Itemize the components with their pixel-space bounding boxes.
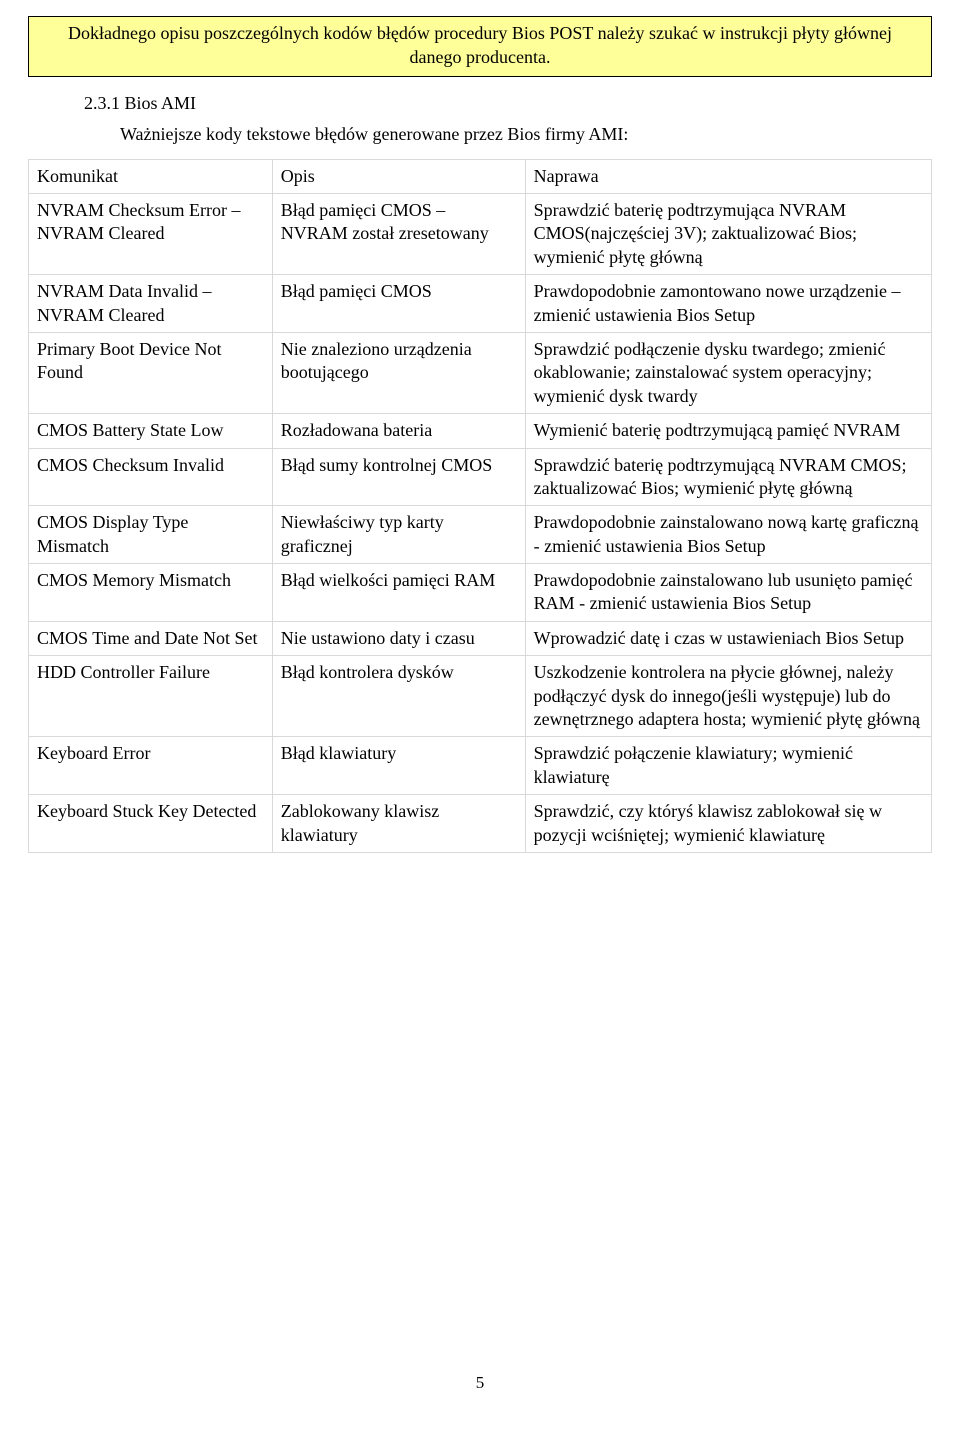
table-row: CMOS Memory Mismatch Błąd wielkości pami… — [29, 564, 932, 622]
cell-opis: Błąd pamięci CMOS — [272, 275, 525, 333]
cell-komunikat: CMOS Battery State Low — [29, 414, 273, 448]
col-header-naprawa: Naprawa — [525, 159, 931, 193]
cell-naprawa: Sprawdzić baterię podtrzymująca NVRAM CM… — [525, 193, 931, 274]
cell-naprawa: Sprawdzić podłączenie dysku twardego; zm… — [525, 332, 931, 413]
cell-komunikat: Primary Boot Device Not Found — [29, 332, 273, 413]
cell-opis: Nie ustawiono daty i czasu — [272, 621, 525, 655]
col-header-komunikat: Komunikat — [29, 159, 273, 193]
table-row: Keyboard Error Błąd klawiatury Sprawdzić… — [29, 737, 932, 795]
cell-opis: Nie znaleziono urządzenia bootującego — [272, 332, 525, 413]
cell-naprawa: Sprawdzić, czy któryś klawisz zablokował… — [525, 795, 931, 853]
cell-komunikat: CMOS Time and Date Not Set — [29, 621, 273, 655]
section-heading: 2.3.1 Bios AMI — [84, 93, 932, 114]
cell-opis: Błąd wielkości pamięci RAM — [272, 564, 525, 622]
cell-naprawa: Wprowadzić datę i czas w ustawieniach Bi… — [525, 621, 931, 655]
cell-opis: Błąd sumy kontrolnej CMOS — [272, 448, 525, 506]
error-codes-table: Komunikat Opis Naprawa NVRAM Checksum Er… — [28, 159, 932, 853]
cell-komunikat: CMOS Checksum Invalid — [29, 448, 273, 506]
intro-text: Ważniejsze kody tekstowe błędów generowa… — [120, 124, 932, 145]
cell-opis: Niewłaściwy typ karty graficznej — [272, 506, 525, 564]
table-row: CMOS Battery State Low Rozładowana bater… — [29, 414, 932, 448]
table-row: NVRAM Data Invalid – NVRAM Cleared Błąd … — [29, 275, 932, 333]
cell-opis: Rozładowana bateria — [272, 414, 525, 448]
page-container: Dokładnego opisu poszczególnych kodów bł… — [0, 0, 960, 1433]
cell-komunikat: NVRAM Data Invalid – NVRAM Cleared — [29, 275, 273, 333]
cell-komunikat: CMOS Display Type Mismatch — [29, 506, 273, 564]
cell-naprawa: Prawdopodobnie zainstalowano lub usunięt… — [525, 564, 931, 622]
table-row: Primary Boot Device Not Found Nie znalez… — [29, 332, 932, 413]
page-number: 5 — [28, 1373, 932, 1393]
cell-naprawa: Uszkodzenie kontrolera na płycie głównej… — [525, 656, 931, 737]
cell-komunikat: HDD Controller Failure — [29, 656, 273, 737]
cell-naprawa: Sprawdzić baterię podtrzymującą NVRAM CM… — [525, 448, 931, 506]
table-header-row: Komunikat Opis Naprawa — [29, 159, 932, 193]
cell-komunikat: NVRAM Checksum Error – NVRAM Cleared — [29, 193, 273, 274]
cell-komunikat: Keyboard Error — [29, 737, 273, 795]
cell-naprawa: Prawdopodobnie zainstalowano nową kartę … — [525, 506, 931, 564]
cell-opis: Błąd klawiatury — [272, 737, 525, 795]
cell-opis: Zablokowany klawisz klawiatury — [272, 795, 525, 853]
notice-box: Dokładnego opisu poszczególnych kodów bł… — [28, 16, 932, 77]
cell-komunikat: Keyboard Stuck Key Detected — [29, 795, 273, 853]
cell-komunikat: CMOS Memory Mismatch — [29, 564, 273, 622]
cell-naprawa: Sprawdzić połączenie klawiatury; wymieni… — [525, 737, 931, 795]
table-row: CMOS Checksum Invalid Błąd sumy kontroln… — [29, 448, 932, 506]
table-row: NVRAM Checksum Error – NVRAM Cleared Błą… — [29, 193, 932, 274]
cell-naprawa: Prawdopodobnie zamontowano nowe urządzen… — [525, 275, 931, 333]
cell-opis: Błąd pamięci CMOS – NVRAM został zreseto… — [272, 193, 525, 274]
cell-opis: Błąd kontrolera dysków — [272, 656, 525, 737]
col-header-opis: Opis — [272, 159, 525, 193]
table-row: CMOS Time and Date Not Set Nie ustawiono… — [29, 621, 932, 655]
table-row: Keyboard Stuck Key Detected Zablokowany … — [29, 795, 932, 853]
cell-naprawa: Wymienić baterię podtrzymującą pamięć NV… — [525, 414, 931, 448]
table-row: CMOS Display Type Mismatch Niewłaściwy t… — [29, 506, 932, 564]
table-row: HDD Controller Failure Błąd kontrolera d… — [29, 656, 932, 737]
